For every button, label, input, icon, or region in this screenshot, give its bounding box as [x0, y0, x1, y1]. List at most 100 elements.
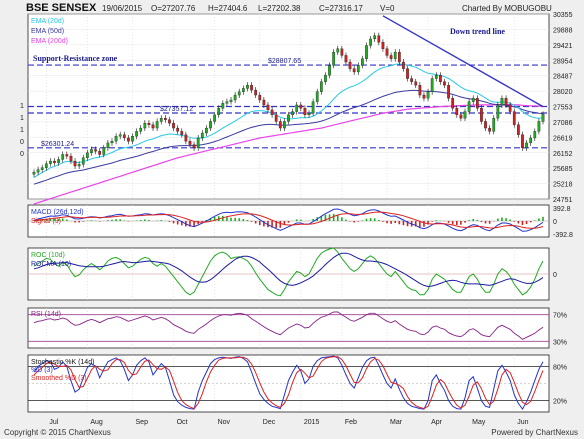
candle-body	[426, 91, 430, 99]
rsi-tick-label: 30%	[553, 339, 567, 346]
candle-body	[164, 118, 167, 120]
candle-body	[319, 81, 323, 92]
candle-body	[176, 127, 180, 132]
candle-body	[168, 119, 171, 124]
candle-body	[102, 147, 106, 155]
x-tick-label: Nov	[218, 419, 231, 426]
price-tick-label: 28020	[553, 89, 573, 96]
candle-body	[443, 81, 446, 86]
roc-tick-label: 0	[553, 272, 557, 279]
header-open: O=27207.76	[151, 4, 196, 13]
candle-body	[418, 84, 422, 96]
header-credit: Charted By MOBUGOBU	[462, 4, 552, 13]
price-tick-label: 26152	[553, 151, 573, 158]
candle-body	[406, 68, 409, 79]
candle-body	[77, 164, 81, 167]
candle-body	[32, 172, 36, 175]
candle-body	[65, 154, 69, 157]
candle-body	[266, 104, 270, 111]
stoch-legend-0: Stochastic %K (14d)	[31, 359, 94, 366]
candle-body	[361, 58, 364, 66]
candle-body	[459, 114, 463, 119]
x-tick-label: Jul	[49, 419, 58, 426]
annotation-level-26301: $26301.24	[41, 141, 74, 148]
footer-powered: Powered by ChartNexus	[491, 428, 578, 437]
rocma-line	[33, 252, 544, 288]
candle-body	[73, 160, 77, 167]
candle-body	[258, 94, 262, 101]
header-date: 19/06/2015	[102, 4, 143, 13]
candle-body	[295, 104, 299, 112]
x-tick-label: Dec	[263, 419, 276, 426]
candle-body	[278, 121, 282, 129]
candle-body	[521, 134, 524, 149]
candle-body	[57, 159, 60, 163]
macd-tick-label: 0	[553, 219, 557, 226]
candle-body	[81, 157, 85, 165]
annotation-support-zone: Support-Resistance zone	[33, 54, 118, 63]
annotation-level-27357: $27357.12	[160, 106, 193, 113]
left-axis-label: 1	[20, 103, 24, 110]
price-tick-label: 28487	[553, 74, 573, 81]
price-legend-0: EMA (20d)	[31, 18, 64, 25]
rsi-legend: RSI (14d)	[31, 311, 61, 318]
candle-body	[488, 127, 491, 132]
price-legend-1: EMA (50d)	[31, 28, 64, 35]
candle-body	[225, 101, 229, 104]
candle-body	[262, 99, 266, 106]
candle-body	[447, 84, 450, 99]
price-tick-label: 26619	[553, 135, 573, 142]
candle-body	[381, 42, 385, 49]
price-tick-label: 28954	[553, 58, 573, 65]
candle-body	[504, 98, 508, 106]
candle-body	[500, 98, 504, 106]
candle-body	[537, 121, 541, 132]
candle-body	[274, 114, 278, 122]
candle-body	[430, 78, 434, 92]
candle-body	[315, 91, 319, 102]
candle-body	[86, 152, 89, 158]
candle-body	[373, 35, 377, 40]
candle-body	[114, 136, 118, 142]
candle-body	[110, 141, 114, 144]
x-tick-label: Jun	[517, 419, 528, 426]
candle-body	[533, 131, 537, 139]
candle-body	[135, 131, 138, 137]
candle-body	[414, 81, 418, 86]
candle-body	[410, 78, 413, 82]
candle-body	[496, 104, 500, 119]
rsi-line	[33, 311, 544, 340]
price-tick-label: 25685	[553, 166, 573, 173]
candle-body	[172, 122, 175, 129]
candle-body	[393, 51, 397, 59]
candle-body	[147, 122, 151, 125]
candle-body	[348, 61, 352, 69]
candle-body	[139, 127, 143, 132]
header-low: L=27202.38	[258, 4, 301, 13]
annotation-level-28807: $28807.65	[268, 58, 301, 65]
left-axis-label: 1	[20, 115, 24, 122]
x-tick-label: Mar	[390, 419, 403, 426]
roc-legend-1: ROCMA (10)	[31, 261, 71, 268]
candle-body	[106, 142, 110, 149]
candle-body	[340, 48, 344, 56]
candle-body	[422, 94, 426, 99]
price-tick-label: 27553	[553, 105, 573, 112]
candle-body	[352, 68, 356, 73]
price-tick-label: 29421	[553, 43, 573, 50]
candle-body	[237, 91, 241, 96]
candle-body	[311, 101, 315, 114]
candle-body	[155, 121, 159, 129]
candle-body	[233, 94, 237, 101]
candle-body	[291, 111, 294, 116]
candle-body	[480, 108, 483, 122]
candle-body	[209, 121, 212, 129]
candle-body	[192, 144, 196, 149]
candle-body	[332, 51, 336, 66]
candle-body	[200, 132, 204, 139]
candle-body	[205, 127, 208, 134]
candle-body	[196, 137, 200, 149]
candle-body	[439, 75, 442, 82]
candle-body	[389, 55, 393, 59]
